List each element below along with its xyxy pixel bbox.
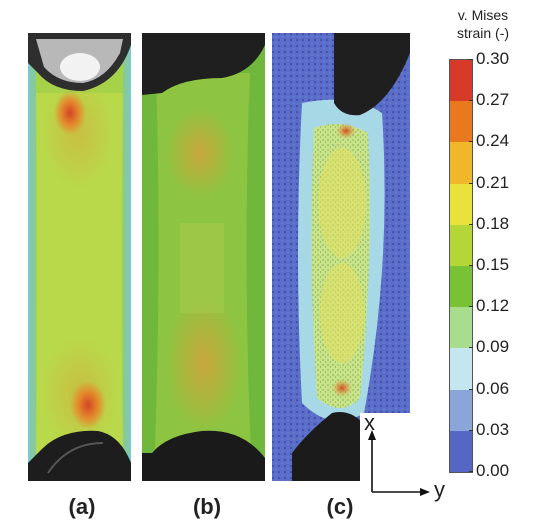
colorbar-tick-mark (469, 100, 473, 102)
colorbar (449, 59, 473, 473)
colorbar-segment (450, 348, 472, 391)
colorbar-tick-mark (469, 471, 473, 472)
colorbar-segment (450, 430, 472, 473)
colorbar-tick-label: 0.03 (476, 419, 510, 439)
colorbar-tick-label: 0.18 (476, 213, 510, 233)
x-axis-label: x (364, 410, 375, 435)
colorbar-segment (450, 307, 472, 349)
panel-label-c: (c) (326, 494, 354, 519)
panel-label-b: (b) (192, 494, 222, 519)
colorbar-segment (450, 389, 472, 432)
colorbar-tick-label: 0.00 (476, 461, 510, 480)
colorbar-tick-label: 0.15 (476, 255, 510, 274)
colorbar-segment (450, 60, 472, 102)
colorbar-segment (450, 224, 472, 267)
colorbar-tick-mark (469, 429, 473, 431)
colorbar-tick-mark (469, 306, 473, 308)
colorbar-title: v. Mises strain (-) (434, 6, 532, 42)
y-axis-label: y (434, 477, 445, 502)
colorbar-tick-mark (469, 182, 473, 184)
colorbar-title-line2: strain (-) (456, 25, 510, 41)
colorbar-tick-label: 0.06 (476, 378, 510, 398)
colorbar-tick-label: 0.09 (476, 337, 510, 357)
colorbar-tick-label: 0.12 (476, 296, 510, 316)
colorbar-tick-mark (469, 141, 473, 143)
colorbar-tick-mark (469, 347, 473, 349)
specimen-panel-a (28, 33, 131, 481)
colorbar-tick-label: 0.27 (476, 90, 510, 110)
colorbar-tick-mark (469, 59, 473, 60)
colorbar-tick-label: 0.24 (476, 131, 510, 151)
colorbar-tick-label: 0.30 (476, 49, 510, 68)
colorbar-tick-mark (469, 223, 473, 225)
colorbar-segment (450, 101, 472, 143)
specimen-panel-c (272, 33, 410, 481)
colorbar-tick-label: 0.21 (476, 172, 510, 192)
colorbar-segment (450, 266, 472, 308)
colorbar-tick-mark (469, 388, 473, 390)
axes-indicator (368, 430, 430, 496)
specimen-panel-b (142, 33, 265, 481)
colorbar-segment (450, 183, 472, 226)
colorbar-tick-mark (469, 265, 473, 266)
colorbar-title-line1: v. Mises (457, 7, 509, 23)
panel-label-a: (a) (68, 494, 96, 519)
colorbar-segment (450, 142, 472, 185)
